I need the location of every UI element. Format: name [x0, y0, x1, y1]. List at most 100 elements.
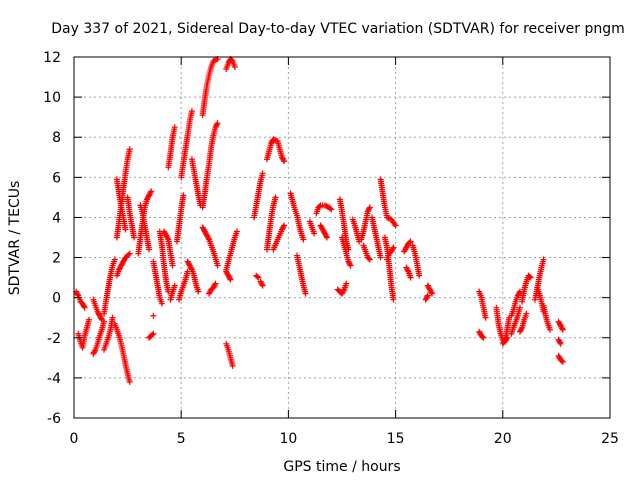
data-point [346, 261, 353, 268]
data-point [126, 250, 133, 257]
y-tick-label: -2 [47, 331, 61, 347]
data-point [377, 254, 384, 261]
data-point [300, 236, 307, 243]
series-s35 [253, 272, 262, 281]
data-point [150, 330, 157, 337]
series-s44 [317, 222, 330, 241]
data-point [559, 325, 566, 332]
series-s57 [409, 242, 423, 279]
data-point [259, 282, 266, 289]
data-point [184, 268, 191, 275]
data-point [407, 274, 414, 281]
data-point [281, 222, 288, 229]
data-point [158, 300, 165, 307]
y-tick-label: 12 [43, 50, 61, 66]
data-point [556, 339, 563, 346]
data-point [74, 291, 81, 298]
series-s18 [161, 228, 176, 269]
data-point [347, 262, 354, 269]
series-s66 [516, 310, 530, 335]
series-s52 [377, 176, 399, 229]
data-point [111, 256, 118, 263]
x-tick-label: 10 [279, 431, 297, 447]
data-point [229, 362, 236, 369]
data-point [171, 124, 178, 131]
data-point [343, 280, 350, 287]
series-s54 [384, 244, 397, 263]
data-point [148, 188, 155, 195]
data-point [205, 235, 212, 242]
data-point [81, 303, 88, 310]
x-tick-label: 5 [177, 431, 186, 447]
data-point [392, 222, 399, 229]
series-s25 [188, 156, 204, 209]
x-tick-label: 15 [387, 431, 405, 447]
data-point [228, 57, 235, 64]
data-point [366, 205, 373, 212]
data-point [559, 326, 566, 333]
data-point [150, 312, 157, 319]
data-point [516, 289, 523, 296]
data-point [526, 273, 533, 280]
data-point [366, 256, 373, 263]
data-point [214, 262, 221, 269]
data-point [281, 158, 288, 165]
data-point [406, 239, 413, 246]
data-point [540, 256, 547, 263]
data-point [518, 326, 525, 333]
data-point [323, 234, 330, 241]
data-point [126, 378, 133, 385]
data-point [280, 223, 287, 230]
data-point [480, 334, 487, 341]
data-point [482, 314, 489, 321]
series-s73 [555, 352, 566, 365]
data-point [272, 194, 279, 201]
y-tick-label: 8 [52, 130, 61, 146]
data-point [516, 304, 523, 311]
data-point [213, 121, 220, 128]
data-point [302, 290, 309, 297]
series-s36 [257, 278, 266, 289]
series-s09 [113, 176, 129, 233]
data-point [390, 296, 397, 303]
data-point [212, 280, 219, 287]
series-s47 [339, 234, 354, 269]
series-s14 [146, 330, 157, 341]
series-s31 [223, 228, 240, 273]
data-point [340, 287, 347, 294]
data-point [424, 292, 431, 299]
series-s07 [111, 320, 133, 385]
plot-frame [73, 56, 611, 419]
x-axis-title: GPS time / hours [283, 459, 400, 475]
data-point [259, 170, 266, 177]
series-s15 [150, 312, 157, 319]
series-s20 [167, 282, 178, 303]
data-point [479, 333, 486, 340]
series-s58 [424, 282, 436, 297]
data-point [390, 244, 397, 251]
data-point [195, 288, 202, 295]
series-s11 [124, 194, 138, 241]
series-s37 [263, 194, 279, 253]
data-point [523, 310, 530, 317]
data-point [231, 64, 238, 71]
data-point [86, 316, 93, 323]
data-point [429, 290, 436, 297]
data-point [416, 272, 423, 279]
data-point [527, 274, 534, 281]
data-point [258, 281, 265, 288]
series-s48 [349, 216, 363, 245]
series-s38 [263, 136, 288, 165]
data-point [254, 273, 261, 280]
data-point [147, 189, 154, 196]
series-s49 [358, 204, 373, 243]
data-point [546, 326, 553, 333]
x-tick-label: 20 [494, 431, 512, 447]
data-point [328, 206, 335, 213]
series-s39 [270, 222, 288, 253]
series-s56 [403, 264, 414, 281]
series-s55 [401, 238, 414, 255]
data-point [365, 255, 372, 262]
data-point [98, 315, 105, 322]
